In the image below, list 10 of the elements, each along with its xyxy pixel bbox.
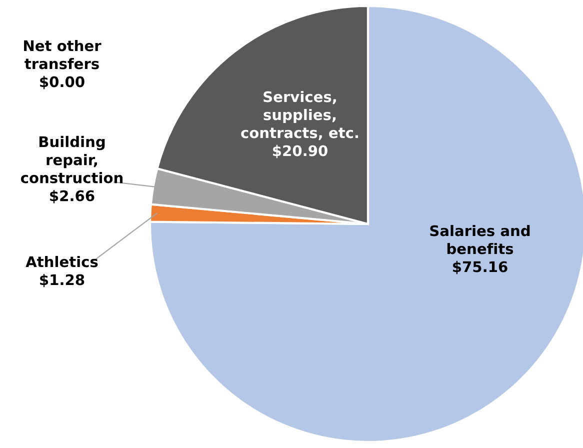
category-label: Net other transfers — [24, 40, 102, 70]
text: $0.00 — [40, 76, 84, 90]
slice-label: Building repair, construction — [20, 136, 123, 184]
slice-label: Athletics — [26, 256, 98, 268]
data-label: $1.28 — [40, 274, 84, 288]
data-label: $20.90 — [273, 144, 328, 158]
data-label: $2.66 — [50, 190, 94, 204]
slice-label: Salaries and benefits — [430, 224, 530, 254]
slice-label: Services, supplies, contracts, etc. — [241, 90, 358, 140]
data-label: $75.16 — [453, 260, 508, 274]
